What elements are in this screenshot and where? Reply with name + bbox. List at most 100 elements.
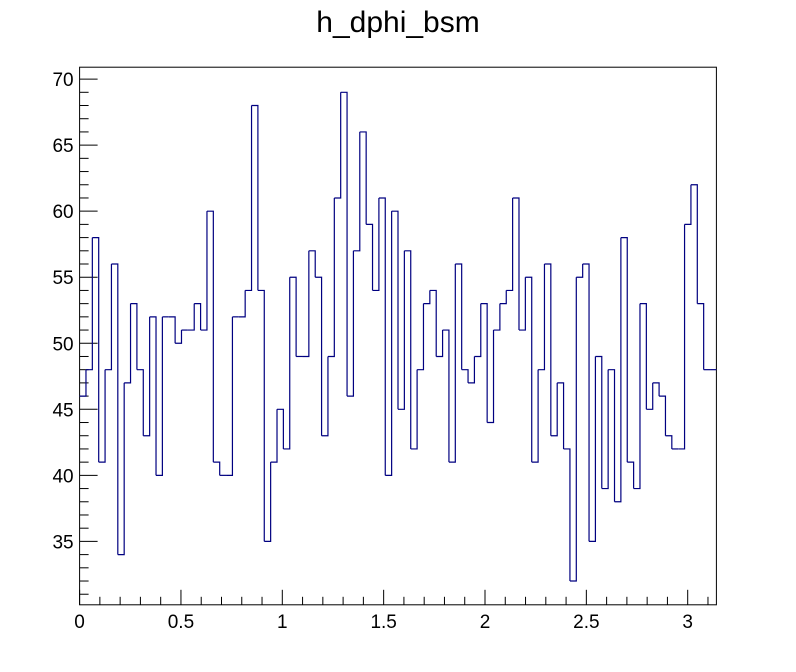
histogram-bin bbox=[582, 263, 590, 542]
histogram-bin bbox=[206, 210, 214, 463]
x-tick-label: 1 bbox=[277, 612, 288, 633]
histogram-bin bbox=[302, 250, 310, 358]
histogram-bin bbox=[398, 250, 405, 410]
histogram-bin bbox=[353, 131, 361, 252]
x-tick-label: 0 bbox=[74, 612, 85, 633]
histogram-bin bbox=[627, 461, 635, 489]
histogram-bin bbox=[283, 277, 291, 450]
axis-ticks bbox=[79, 78, 709, 605]
histogram-bin bbox=[136, 369, 144, 436]
histogram-bin bbox=[391, 210, 399, 410]
histogram-bin bbox=[652, 382, 660, 397]
histogram-bin bbox=[659, 395, 667, 436]
histogram-bin bbox=[487, 330, 495, 424]
histogram-bin bbox=[608, 369, 616, 502]
histogram-bin bbox=[557, 382, 565, 449]
histogram-bin bbox=[633, 303, 641, 490]
histogram-bin bbox=[544, 263, 552, 436]
histogram-bin bbox=[576, 264, 584, 278]
y-tick-label: 70 bbox=[52, 70, 73, 91]
x-tick-label: 1.5 bbox=[370, 612, 396, 633]
histogram-bin bbox=[569, 277, 577, 582]
histogram-bin bbox=[194, 303, 202, 331]
histogram-bin bbox=[245, 105, 253, 292]
histogram-bin bbox=[168, 316, 176, 344]
y-tick-label: 50 bbox=[52, 334, 73, 355]
x-tick-label: 2.5 bbox=[573, 612, 599, 633]
histogram-bin bbox=[531, 369, 539, 463]
histogram-bin bbox=[270, 409, 278, 463]
histogram-bin bbox=[289, 276, 297, 357]
histogram-bin bbox=[175, 330, 183, 344]
histogram-bin bbox=[620, 236, 628, 463]
histogram-bin bbox=[518, 277, 526, 331]
histogram-bin bbox=[187, 303, 195, 331]
histogram-bin bbox=[200, 211, 208, 331]
y-tick-label: 35 bbox=[52, 532, 73, 553]
histogram-bin bbox=[697, 303, 705, 370]
histogram-bin bbox=[385, 211, 393, 476]
histogram-bin bbox=[538, 264, 546, 371]
chart-title: h_dphi_bsm bbox=[316, 6, 479, 39]
histogram-bin bbox=[277, 408, 284, 449]
histogram-bin bbox=[639, 303, 647, 410]
histogram-bin bbox=[684, 184, 692, 225]
histogram-bin bbox=[334, 92, 342, 199]
histogram-bin bbox=[646, 382, 654, 410]
histogram-bin bbox=[130, 303, 138, 370]
histogram-bin bbox=[321, 356, 329, 437]
plot-frame-border bbox=[79, 66, 717, 606]
histogram-bin bbox=[238, 290, 246, 318]
histogram-bin bbox=[378, 197, 386, 476]
histogram-bin bbox=[448, 264, 456, 463]
plot-frame bbox=[79, 66, 717, 606]
x-tick-label: 3 bbox=[682, 612, 693, 633]
y-tick-label: 45 bbox=[52, 400, 73, 421]
histogram-bin bbox=[315, 276, 323, 436]
histogram-bin bbox=[143, 316, 151, 437]
x-tick-label: 2 bbox=[480, 612, 491, 633]
histogram-bin bbox=[251, 104, 259, 291]
histogram-bin bbox=[79, 369, 87, 397]
histogram-bin bbox=[226, 316, 234, 476]
histogram-bin bbox=[468, 356, 476, 384]
histogram-bin bbox=[111, 263, 119, 555]
histogram-bin bbox=[589, 356, 597, 542]
histogram-bin bbox=[85, 237, 93, 371]
histogram-bin bbox=[665, 435, 673, 449]
histogram-bin bbox=[601, 369, 609, 490]
histogram-bin bbox=[442, 329, 450, 463]
histogram-bin bbox=[678, 224, 686, 450]
histogram-bin bbox=[525, 276, 533, 463]
histogram-bin bbox=[149, 316, 157, 476]
histogram-bin bbox=[264, 462, 272, 542]
histogram-bin bbox=[493, 303, 501, 331]
histogram-bin bbox=[92, 236, 100, 463]
histogram-bin bbox=[213, 461, 221, 476]
histogram-bin bbox=[417, 303, 425, 371]
histogram-bin bbox=[690, 184, 698, 304]
histogram-bin bbox=[105, 264, 113, 371]
histogram-bin bbox=[429, 289, 437, 357]
x-tick-label: 0.5 bbox=[168, 612, 194, 633]
histogram-bin bbox=[366, 223, 374, 291]
y-tick-label: 40 bbox=[52, 466, 73, 487]
histogram-bin bbox=[550, 382, 558, 437]
y-tick-label: 65 bbox=[52, 136, 73, 157]
y-tick-label: 55 bbox=[52, 268, 73, 289]
histogram-series bbox=[79, 91, 717, 582]
histogram-bin bbox=[308, 250, 316, 278]
histogram-bin bbox=[124, 303, 132, 384]
tick-labels: 0 0.5 1 1.5 2 2.5 3 35 40 45 50 55 60 65 70 bbox=[52, 70, 693, 633]
histogram-bin bbox=[98, 369, 106, 463]
histogram-bin bbox=[372, 197, 380, 292]
histogram-bin bbox=[436, 330, 444, 358]
histogram-bin bbox=[117, 382, 125, 556]
histogram-bin bbox=[404, 250, 412, 449]
histogram-bin bbox=[257, 289, 265, 542]
histogram-bin bbox=[614, 237, 622, 503]
histogram-bin bbox=[474, 303, 482, 358]
histogram-bin bbox=[410, 369, 418, 450]
histogram-bin bbox=[480, 303, 488, 423]
